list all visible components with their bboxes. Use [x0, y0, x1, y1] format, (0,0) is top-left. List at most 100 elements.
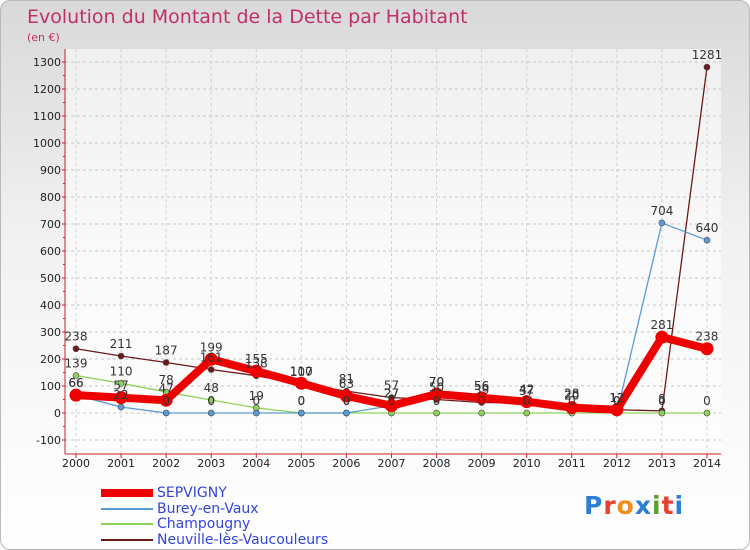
data-point-neuville-l-s-vaucouleurs [72, 345, 80, 353]
tick-label-x: 2010 [513, 457, 541, 470]
data-point-champougny [478, 409, 485, 417]
legend-item-sepvigny[interactable]: SEPVIGNY [101, 485, 227, 501]
tick-label-x: 2001 [107, 457, 135, 470]
logo-letter: i [674, 491, 685, 520]
tick-label-y: 300 [40, 326, 61, 339]
logo-letter: o [616, 491, 635, 520]
data-label-champougny: 0 [568, 394, 576, 408]
grid-layer [65, 49, 721, 454]
axis-layer: -100010020030040050060070080090010001100… [33, 49, 721, 470]
tick-label-x: 2006 [332, 457, 360, 470]
data-point-burey-en-vaux [207, 409, 215, 417]
tick-label-x: 2012 [603, 457, 631, 470]
data-label-sepvigny: 56 [474, 379, 489, 393]
data-label-champougny: 0 [298, 394, 306, 408]
data-label-champougny: 139 [65, 356, 88, 370]
data-point-burey-en-vaux [298, 409, 305, 417]
legend-item-champougny[interactable]: Champougny [101, 516, 250, 532]
data-point-champougny [72, 372, 80, 379]
tick-label-y: 900 [40, 164, 61, 177]
data-label-champougny: 0 [523, 394, 531, 408]
data-point-champougny [658, 409, 666, 417]
data-point-champougny [207, 396, 215, 404]
data-label-neuville-l-s-vaucouleurs: 8 [658, 392, 666, 406]
legend-item-neuville[interactable]: Neuville-lès-Vaucouleurs [101, 532, 328, 548]
data-point-burey-en-vaux [117, 403, 125, 411]
legend-swatch-sepvigny [101, 489, 153, 497]
data-label-sepvigny: 199 [200, 340, 223, 354]
data-point-neuville-l-s-vaucouleurs [703, 63, 711, 71]
data-label-sepvigny: 110 [290, 364, 313, 378]
data-point-neuville-l-s-vaucouleurs [207, 366, 215, 373]
legend-swatch-champougny [101, 523, 153, 525]
data-label-neuville-l-s-vaucouleurs: 50 [429, 381, 444, 395]
data-label-champougny: 110 [110, 364, 133, 378]
data-label-champougny: 19 [249, 389, 264, 403]
data-label-sepvigny: 281 [650, 318, 673, 332]
data-label-burey-en-vaux: 66 [68, 376, 83, 390]
proxiti-logo: Proxiti [584, 491, 684, 520]
data-label-sepvigny: 238 [696, 330, 719, 344]
data-label-sepvigny: 63 [339, 377, 354, 391]
data-label-burey-en-vaux: 27 [384, 387, 399, 401]
logo-letter: P [584, 491, 604, 520]
data-label-champougny: 0 [388, 394, 396, 408]
tick-label-y: 500 [40, 272, 61, 285]
tick-label-y: 600 [40, 245, 61, 258]
tick-label-x: 2002 [152, 457, 180, 470]
unit-label: (en €) [27, 31, 60, 44]
data-point-sepvigny [610, 403, 624, 417]
legend-label-champougny: Champougny [157, 516, 251, 532]
data-label-sepvigny: 42 [519, 383, 534, 397]
data-label-sepvigny: 20 [564, 389, 579, 403]
data-label-champougny: 0 [613, 394, 621, 408]
data-label-burey-en-vaux: 704 [650, 204, 673, 218]
legend-swatch-burey-en-vaux [101, 508, 153, 510]
data-label-neuville-l-s-vaucouleurs: 57 [384, 379, 399, 393]
legend-item-burey-en-vaux[interactable]: Burey-en-Vaux [101, 501, 259, 517]
data-label-champougny: 0 [703, 394, 711, 408]
data-point-sepvigny [700, 342, 714, 356]
data-label-neuville-l-s-vaucouleurs: 39 [474, 383, 489, 397]
data-point-burey-en-vaux [343, 409, 350, 417]
legend-swatch-neuville [101, 539, 153, 541]
data-point-sepvigny [294, 376, 308, 390]
data-label-neuville-l-s-vaucouleurs: 161 [200, 351, 223, 365]
data-label-neuville-l-s-vaucouleurs: 138 [245, 357, 268, 371]
tick-label-y: 800 [40, 191, 61, 204]
legend-label-burey-en-vaux: Burey-en-Vaux [157, 501, 259, 517]
data-label-neuville-l-s-vaucouleurs: 1281 [692, 48, 723, 62]
data-label-burey-en-vaux: 0 [613, 394, 621, 408]
tick-label-y: 1200 [33, 83, 61, 96]
data-label-burey-en-vaux: 640 [696, 221, 719, 235]
tick-label-y: 1000 [33, 137, 61, 150]
tick-label-x: 2009 [468, 457, 496, 470]
legend-label-sepvigny: SEPVIGNY [157, 485, 227, 501]
tick-label-y: 700 [40, 218, 61, 231]
data-point-neuville-l-s-vaucouleurs [162, 359, 170, 366]
tick-label-x: 2000 [62, 457, 90, 470]
data-point-burey-en-vaux [658, 219, 666, 227]
data-point-sepvigny [655, 330, 669, 344]
data-label-burey-en-vaux: 56 [474, 379, 489, 393]
logo-letter: i [652, 491, 662, 520]
tick-label-x: 2011 [558, 457, 586, 470]
tick-label-y: 1100 [33, 110, 61, 123]
data-label-sepvigny: 12 [609, 391, 624, 405]
data-point-burey-en-vaux [252, 409, 260, 417]
tick-label-x: 2007 [377, 457, 405, 470]
tick-label-x: 2003 [197, 457, 225, 470]
tick-label-y: 1300 [33, 56, 61, 69]
data-point-sepvigny [114, 391, 128, 405]
data-point-burey-en-vaux [703, 236, 711, 244]
data-point-burey-en-vaux [162, 409, 170, 417]
data-label-champougny: 0 [478, 394, 486, 408]
tick-label-x: 2008 [423, 457, 451, 470]
data-label-neuville-l-s-vaucouleurs: 107 [290, 365, 313, 379]
data-point-sepvigny [565, 401, 579, 415]
data-point-sepvigny [430, 387, 444, 401]
data-point-champougny [117, 379, 125, 387]
